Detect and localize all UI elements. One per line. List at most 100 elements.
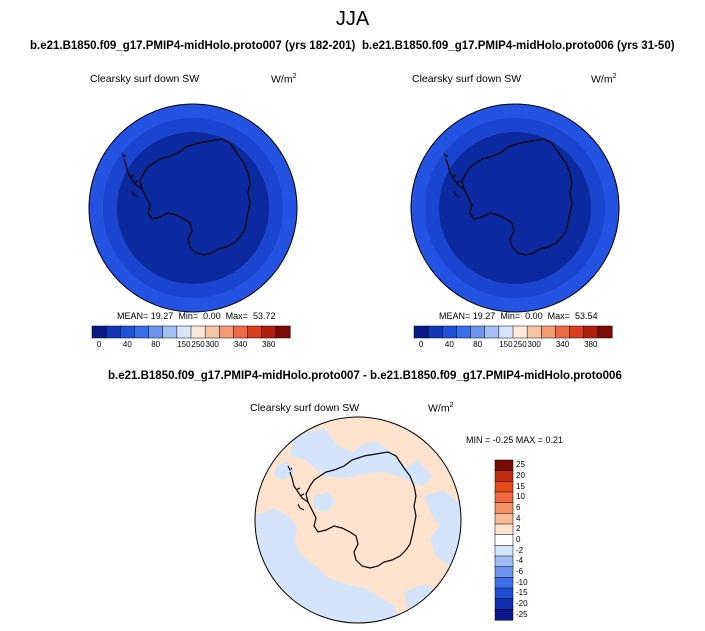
diff-colorbar-swatch bbox=[494, 587, 514, 600]
diff-colorbar-swatch bbox=[494, 577, 514, 589]
colorbar-swatch bbox=[470, 325, 486, 339]
colorbar-swatch bbox=[512, 325, 528, 339]
colorbar-tick-label: 380 bbox=[584, 340, 598, 349]
diff-colorbar-tick-label: -2 bbox=[516, 545, 524, 555]
diff-colorbar-swatch bbox=[494, 470, 514, 482]
panel1-stats: MEAN= 19.27 Min= 0.00 Max= 53.72 bbox=[117, 311, 276, 321]
colorbar-tick-label: 0 bbox=[96, 340, 102, 349]
colorbar-tick-label: 40 bbox=[444, 340, 454, 349]
colorbar-swatch bbox=[541, 325, 556, 339]
panel2-stats: MEAN= 19.27 Min= 0.00 Max= 53.54 bbox=[439, 311, 598, 321]
diff-colorbar-swatch bbox=[494, 545, 514, 557]
colorbar-tick-label: 300 bbox=[205, 340, 219, 349]
colorbar-tick-label: 300 bbox=[527, 340, 541, 349]
panel1-title: b.e21.B1850.f09_g17.PMIP4-midHolo.proto0… bbox=[30, 40, 356, 52]
colorbar-swatch bbox=[190, 325, 206, 339]
diff-colorbar-tick-label: 15 bbox=[516, 481, 525, 491]
colorbar-swatch bbox=[204, 325, 220, 339]
diff-colorbar-tick-label: -6 bbox=[516, 567, 524, 576]
diff-colorbar-swatch bbox=[494, 491, 514, 504]
colorbar-swatch bbox=[247, 325, 263, 339]
diff-peninsula bbox=[289, 471, 309, 503]
colorbar-swatch bbox=[176, 325, 192, 339]
diff-colorbar-swatch bbox=[494, 459, 514, 472]
diff-colorbar bbox=[494, 459, 514, 621]
panel2-units: W/m2 bbox=[591, 73, 617, 86]
colorbar-swatch bbox=[484, 325, 500, 339]
colorbar-swatch bbox=[456, 325, 472, 339]
colorbar-swatch bbox=[526, 325, 542, 339]
colorbar-swatch bbox=[162, 325, 178, 339]
panel2-title: b.e21.B1850.f09_g17.PMIP4-midHolo.proto0… bbox=[362, 40, 675, 52]
diff-colorbar-swatch bbox=[494, 513, 514, 525]
colorbar-swatch bbox=[105, 325, 121, 339]
diff-colorbar-tick-label: 20 bbox=[516, 471, 525, 480]
colorbar-swatch bbox=[219, 325, 234, 339]
colorbar-swatch bbox=[120, 325, 135, 339]
panel2-map bbox=[410, 103, 620, 313]
colorbar-tick-label: 340 bbox=[555, 340, 570, 349]
panel1-peninsula bbox=[123, 158, 143, 190]
diff-colorbar-swatch bbox=[494, 555, 514, 568]
panel2-variable: Clearsky surf down SW bbox=[412, 73, 522, 85]
diff-colorbar-tick-label: -15 bbox=[516, 588, 528, 598]
diff-negative-region-west bbox=[255, 508, 400, 623]
colorbar-swatch bbox=[555, 325, 571, 339]
panel2-peninsula-tip bbox=[443, 152, 461, 198]
colorbar-tick-label: 250 bbox=[513, 340, 527, 349]
panel2-ocean-inner bbox=[439, 132, 591, 284]
diff-stats: MIN = -0.25 MAX = 0.21 bbox=[466, 435, 564, 445]
colorbar-swatch bbox=[569, 325, 585, 339]
colorbar-tick-label: 40 bbox=[122, 340, 132, 349]
diff-negative-patch-1 bbox=[314, 492, 336, 512]
colorbar-tick-label: 80 bbox=[151, 340, 161, 349]
diff-colorbar-tick-label: 4 bbox=[516, 513, 521, 523]
colorbar-tick-label: 250 bbox=[191, 340, 205, 349]
diff-variable: Clearsky surf down SW bbox=[250, 402, 360, 414]
diff-colorbar-tick-label: -10 bbox=[516, 577, 528, 587]
panel1-colorbar bbox=[91, 325, 291, 339]
diff-map-border bbox=[254, 416, 462, 624]
diff-colorbar-swatch bbox=[494, 534, 514, 546]
colorbar-swatch bbox=[134, 325, 150, 339]
diff-colorbar-swatch bbox=[494, 502, 514, 514]
diff-map bbox=[254, 416, 462, 624]
colorbar-swatch bbox=[442, 325, 457, 339]
diff-colorbar-swatch bbox=[494, 609, 514, 621]
panel2-peninsula bbox=[445, 158, 465, 190]
colorbar-swatch bbox=[597, 325, 613, 339]
diff-colorbar-swatch bbox=[494, 481, 514, 493]
diff-colorbar-swatch bbox=[494, 598, 514, 610]
colorbar-tick-label: 150 bbox=[177, 340, 191, 349]
colorbar-swatch bbox=[91, 325, 107, 339]
diff-colorbar-tick-label: 10 bbox=[516, 492, 525, 502]
colorbar-swatch bbox=[148, 325, 164, 339]
colorbar-swatch bbox=[261, 325, 277, 339]
diff-negative-region-east bbox=[424, 490, 461, 566]
panel1-units: W/m2 bbox=[271, 73, 297, 86]
colorbar-tick-label: 380 bbox=[262, 340, 276, 349]
colorbar-tick-label: 80 bbox=[473, 340, 483, 349]
colorbar-tick-label: 150 bbox=[499, 340, 513, 349]
panel2-colorbar bbox=[413, 325, 613, 339]
diff-colorbar-tick-label: -20 bbox=[516, 599, 528, 608]
diff-colorbar-tick-label: 2 bbox=[516, 524, 521, 534]
colorbar-swatch bbox=[583, 325, 599, 339]
diff-colorbar-tick-label: -4 bbox=[516, 556, 524, 566]
colorbar-swatch bbox=[413, 325, 429, 339]
diff-negative-patch-2 bbox=[274, 462, 294, 480]
diff-colorbar-swatch bbox=[494, 523, 514, 536]
panel1-ocean-inner bbox=[117, 132, 269, 284]
colorbar-swatch bbox=[233, 325, 249, 339]
diff-colorbar-tick-label: 25 bbox=[516, 460, 525, 470]
colorbar-swatch bbox=[427, 325, 443, 339]
panel1-variable: Clearsky surf down SW bbox=[90, 73, 200, 85]
colorbar-tick-label: 340 bbox=[233, 340, 248, 349]
diff-title: b.e21.B1850.f09_g17.PMIP4-midHolo.proto0… bbox=[108, 370, 622, 382]
colorbar-tick-label: 0 bbox=[418, 340, 424, 349]
diff-colorbar-swatch bbox=[494, 566, 514, 578]
diff-colorbar-tick-label: 6 bbox=[516, 503, 521, 512]
diff-peninsula-tip bbox=[287, 465, 305, 511]
diff-colorbar-tick-label: -25 bbox=[516, 609, 528, 619]
diff-colorbar-tick-label: 0 bbox=[516, 535, 521, 544]
